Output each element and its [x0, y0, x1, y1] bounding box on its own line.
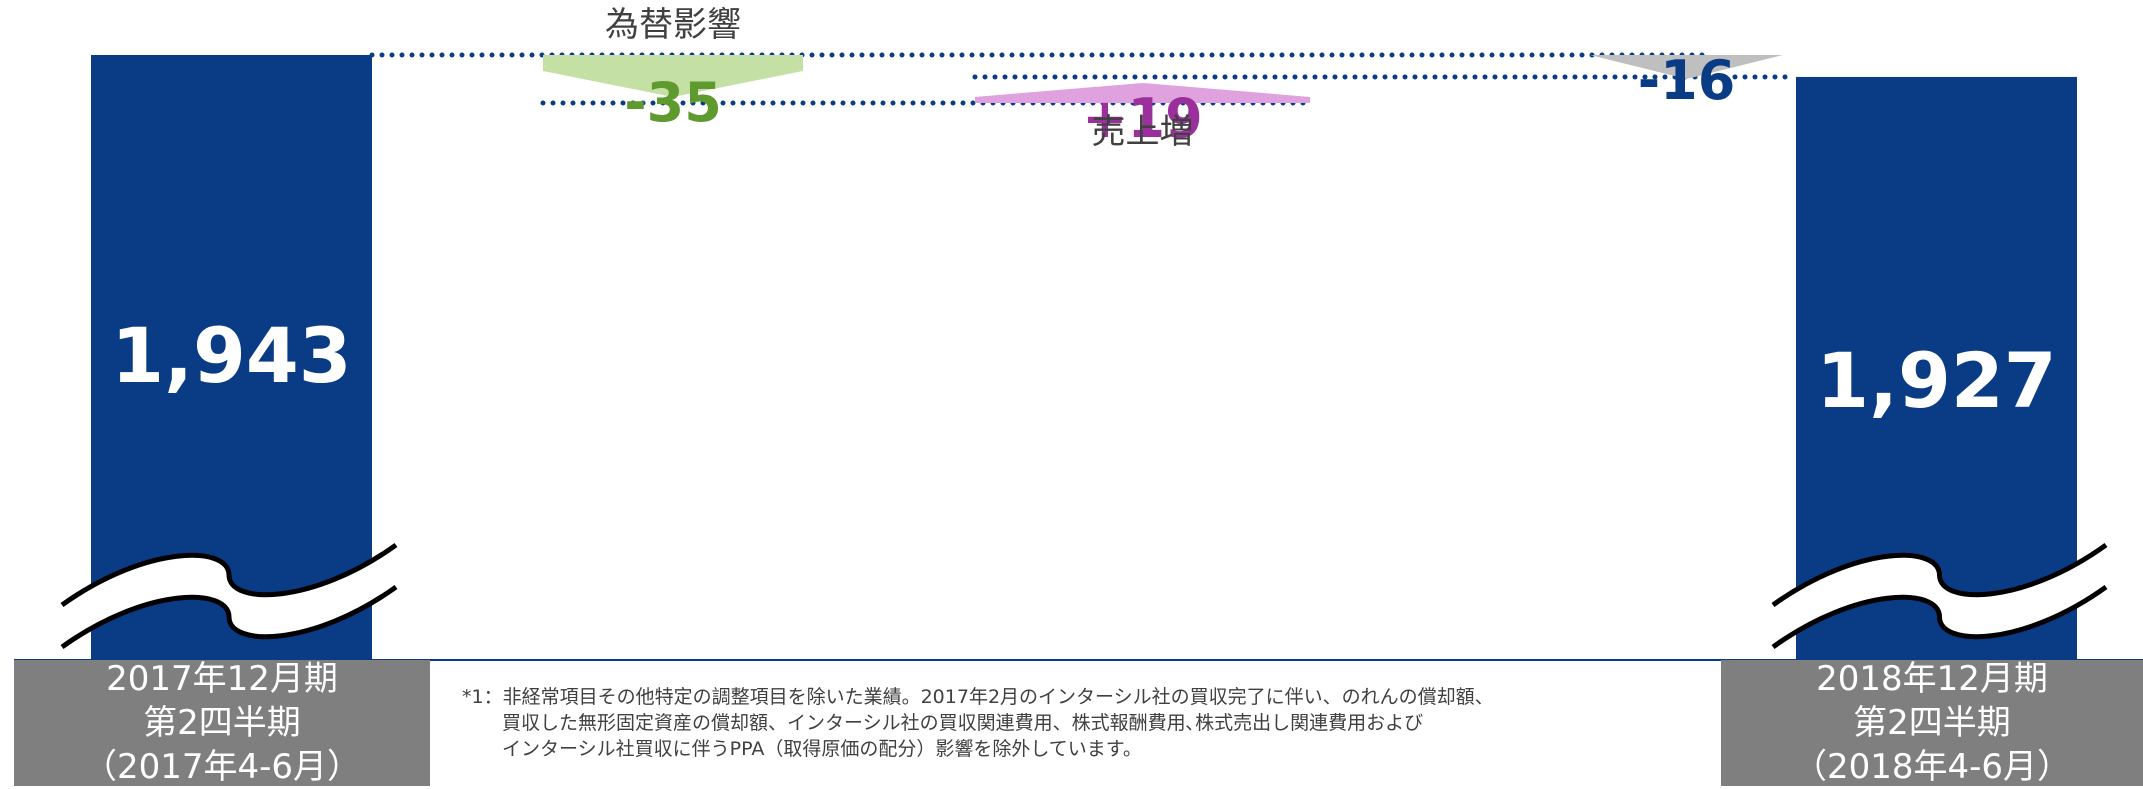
axis-break-start-fill — [62, 545, 396, 647]
axis-break-end-line-top — [1771, 542, 2108, 608]
axis-break-end-fill — [1773, 545, 2106, 647]
period-label-start-line-3: （2017年4-6月） — [82, 747, 362, 787]
step-net-value-label: -16 — [1638, 49, 1736, 112]
bar-start — [91, 55, 372, 660]
period-label-start-line-1: 2017年12月期 — [106, 659, 338, 699]
step-fx-arrow — [543, 55, 803, 97]
axis-break-end-line-bottom — [1771, 584, 2108, 650]
bar-end-value-label: 1,927 — [1816, 336, 2056, 425]
footnote-line-1: *1：非経常項目その他特定の調整項目を除いた業績。2017年2月のインターシル社… — [462, 686, 1494, 708]
period-label-start: 2017年12月期 第2四半期 （2017年4-6月） — [14, 659, 430, 787]
step-fx-category-label: 為替影響 — [605, 5, 741, 45]
step-sales-category-label: 売上増 — [1092, 112, 1194, 152]
period-label-end: 2018年12月期 第2四半期 （2018年4-6月） — [1721, 659, 2143, 787]
period-label-start-line-2: 第2四半期 — [143, 703, 301, 743]
step-sales-arrow — [975, 82, 1310, 103]
step-fx-value-label: -35 — [624, 71, 722, 134]
period-label-end-line-2: 第2四半期 — [1853, 703, 2011, 743]
chart-baseline — [14, 659, 2143, 661]
period-label-end-line-1: 2018年12月期 — [1816, 659, 2048, 699]
axis-break-start-line-top — [60, 542, 398, 608]
step-sales-value-label: +19 — [1082, 87, 1202, 150]
footnote: *1：非経常項目その他特定の調整項目を除いた業績。2017年2月のインターシル社… — [462, 684, 1702, 762]
step-net-arrow — [1590, 54, 1783, 79]
bar-start-value-label: 1,943 — [111, 311, 351, 400]
period-label-end-line-3: （2018年4-6月） — [1792, 747, 2072, 787]
axis-break-start-line-bottom — [60, 584, 398, 650]
footnote-line-2: 買収した無形固定資産の償却額、インターシル社の買収関連費用、株式報酬費用､株式売… — [502, 712, 1424, 734]
footnote-line-3: インターシル社買収に伴うPPA（取得原価の配分）影響を除外しています。 — [502, 738, 1142, 760]
